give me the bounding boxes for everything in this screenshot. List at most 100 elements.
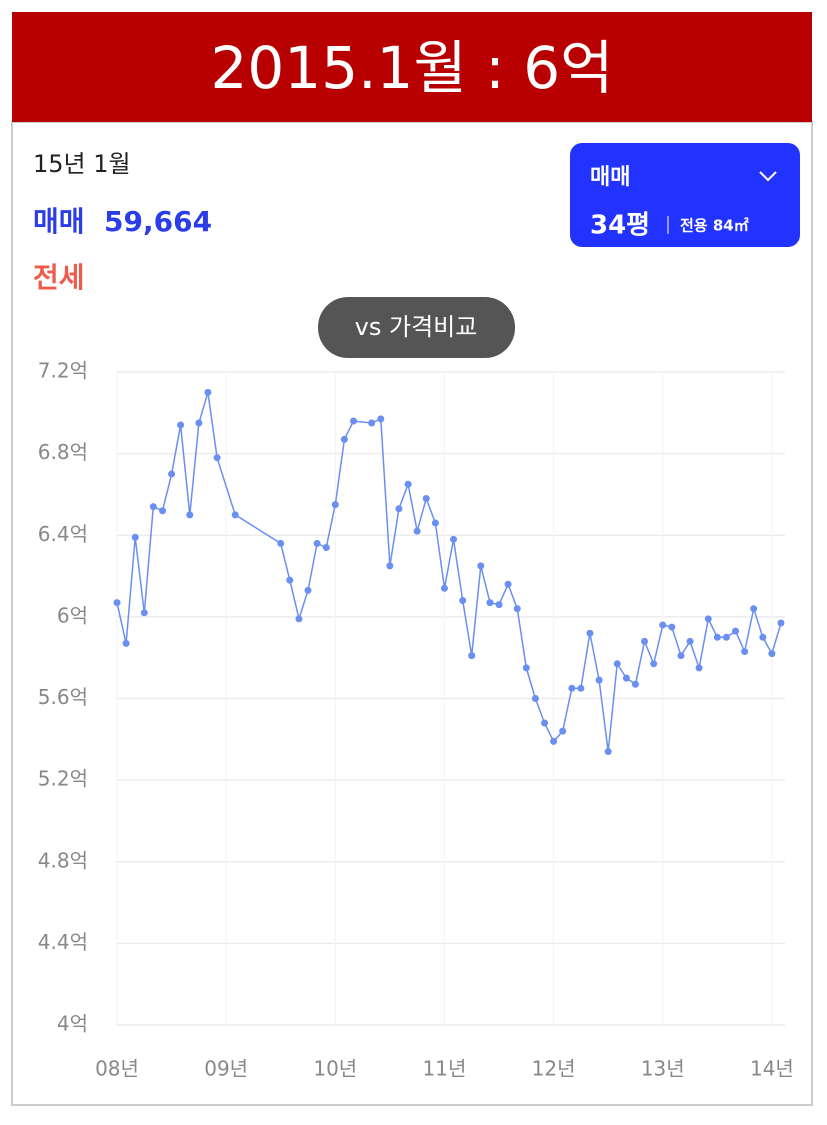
- button-label: vs 가격비교: [355, 313, 478, 341]
- x-tick-label: 13년: [641, 1057, 685, 1081]
- data-point: [422, 495, 430, 503]
- y-tick-label: 7.2억: [38, 359, 88, 383]
- data-point: [577, 684, 585, 692]
- data-point: [140, 609, 148, 617]
- data-point: [277, 539, 285, 547]
- chevron: [759, 171, 777, 182]
- data-point: [213, 454, 221, 462]
- data-point: [759, 633, 767, 641]
- data-point: [713, 633, 721, 641]
- dropdown-size: 34평: [590, 211, 650, 241]
- data-point: [550, 737, 558, 745]
- dropdown-area: 전용 84㎡: [680, 217, 749, 235]
- data-point: [695, 664, 703, 672]
- data-point: [659, 621, 667, 629]
- y-tick-label: 4억: [57, 1012, 88, 1036]
- data-point: [541, 719, 549, 727]
- data-point: [331, 501, 339, 509]
- dropdown-bg[interactable]: [570, 143, 800, 247]
- header-title: 2015.1월 : 6억: [211, 34, 614, 102]
- data-point: [295, 615, 303, 623]
- data-point: [631, 680, 639, 688]
- data-point: [377, 415, 385, 423]
- data-point: [195, 419, 203, 427]
- data-point: [504, 580, 512, 588]
- data-point: [559, 727, 567, 735]
- dropdown-type: 매매: [590, 165, 630, 190]
- card-border: [11, 121, 813, 1106]
- data-point: [450, 535, 458, 543]
- data-point: [486, 599, 494, 607]
- data-point: [686, 637, 694, 645]
- data-point: [386, 562, 394, 570]
- data-point: [495, 601, 503, 609]
- data-point: [313, 539, 321, 547]
- data-point: [440, 584, 448, 592]
- dropdown[interactable]: 매매 34평 전용 84㎡: [570, 143, 800, 247]
- data-point: [622, 674, 630, 682]
- data-point: [768, 650, 776, 658]
- data-point: [668, 623, 676, 631]
- data-point: [568, 684, 576, 692]
- sale-value: 59,664: [104, 205, 212, 238]
- data-point: [431, 519, 439, 527]
- data-point: [522, 664, 530, 672]
- data-point: [113, 599, 121, 607]
- data-point: [531, 695, 539, 702]
- price-line: [116, 392, 782, 752]
- y-tick-label: 6.4억: [38, 522, 88, 546]
- data-point: [177, 421, 185, 429]
- data-point: [677, 652, 685, 660]
- y-tick-label: 5.2억: [38, 767, 88, 791]
- data-point: [350, 417, 358, 425]
- y-tick-label: 4.4억: [38, 930, 88, 954]
- data-point: [777, 619, 785, 627]
- x-tick-label: 08년: [95, 1057, 139, 1081]
- x-tick-label: 11년: [423, 1057, 467, 1081]
- data-point: [741, 648, 749, 656]
- sale-label: 매매: [33, 205, 85, 238]
- data-point: [368, 419, 376, 427]
- data-point: [468, 652, 476, 660]
- data-point: [586, 629, 594, 637]
- data-point: [613, 660, 621, 668]
- data-point: [595, 676, 603, 684]
- data-point: [732, 627, 740, 635]
- data-point: [159, 507, 167, 515]
- x-tick-label: 10년: [313, 1057, 357, 1081]
- button-bg[interactable]: [318, 297, 515, 358]
- data-point: [122, 639, 130, 647]
- x-tick-label: 12년: [532, 1057, 576, 1081]
- data-point: [604, 748, 612, 756]
- data-point: [722, 633, 730, 641]
- data-point: [304, 586, 312, 594]
- data-point: [513, 605, 521, 613]
- data-point: [395, 505, 403, 513]
- data-point: [322, 543, 330, 551]
- data-point: [704, 615, 712, 623]
- data-point: [413, 527, 421, 535]
- data-point: [204, 388, 212, 396]
- data-point: [477, 562, 485, 570]
- y-tick-label: 4.8억: [38, 848, 88, 872]
- data-point: [641, 637, 649, 645]
- compare-button[interactable]: vs 가격비교: [318, 297, 515, 358]
- data-point: [404, 480, 412, 488]
- data-point: [340, 435, 348, 443]
- data-point: [750, 605, 758, 613]
- x-tick-label: 09년: [204, 1057, 248, 1081]
- data-point: [231, 511, 239, 519]
- data-point: [650, 660, 658, 668]
- data-point: [149, 503, 157, 511]
- data-point: [286, 576, 294, 584]
- plot: 4억 4.4억 4.8억 5.2억 5.6억 6억 6.4억 6.8억 7.2억 08년 09년 10…: [38, 359, 794, 1081]
- data-point: [131, 533, 139, 541]
- x-tick-label: 14년: [750, 1057, 794, 1081]
- y-tick-label: 6.8억: [38, 440, 88, 464]
- y-tick-label: 6억: [57, 603, 88, 627]
- data-point: [186, 511, 194, 519]
- header-band: [12, 12, 812, 122]
- jeonse-label: 전세: [33, 261, 85, 294]
